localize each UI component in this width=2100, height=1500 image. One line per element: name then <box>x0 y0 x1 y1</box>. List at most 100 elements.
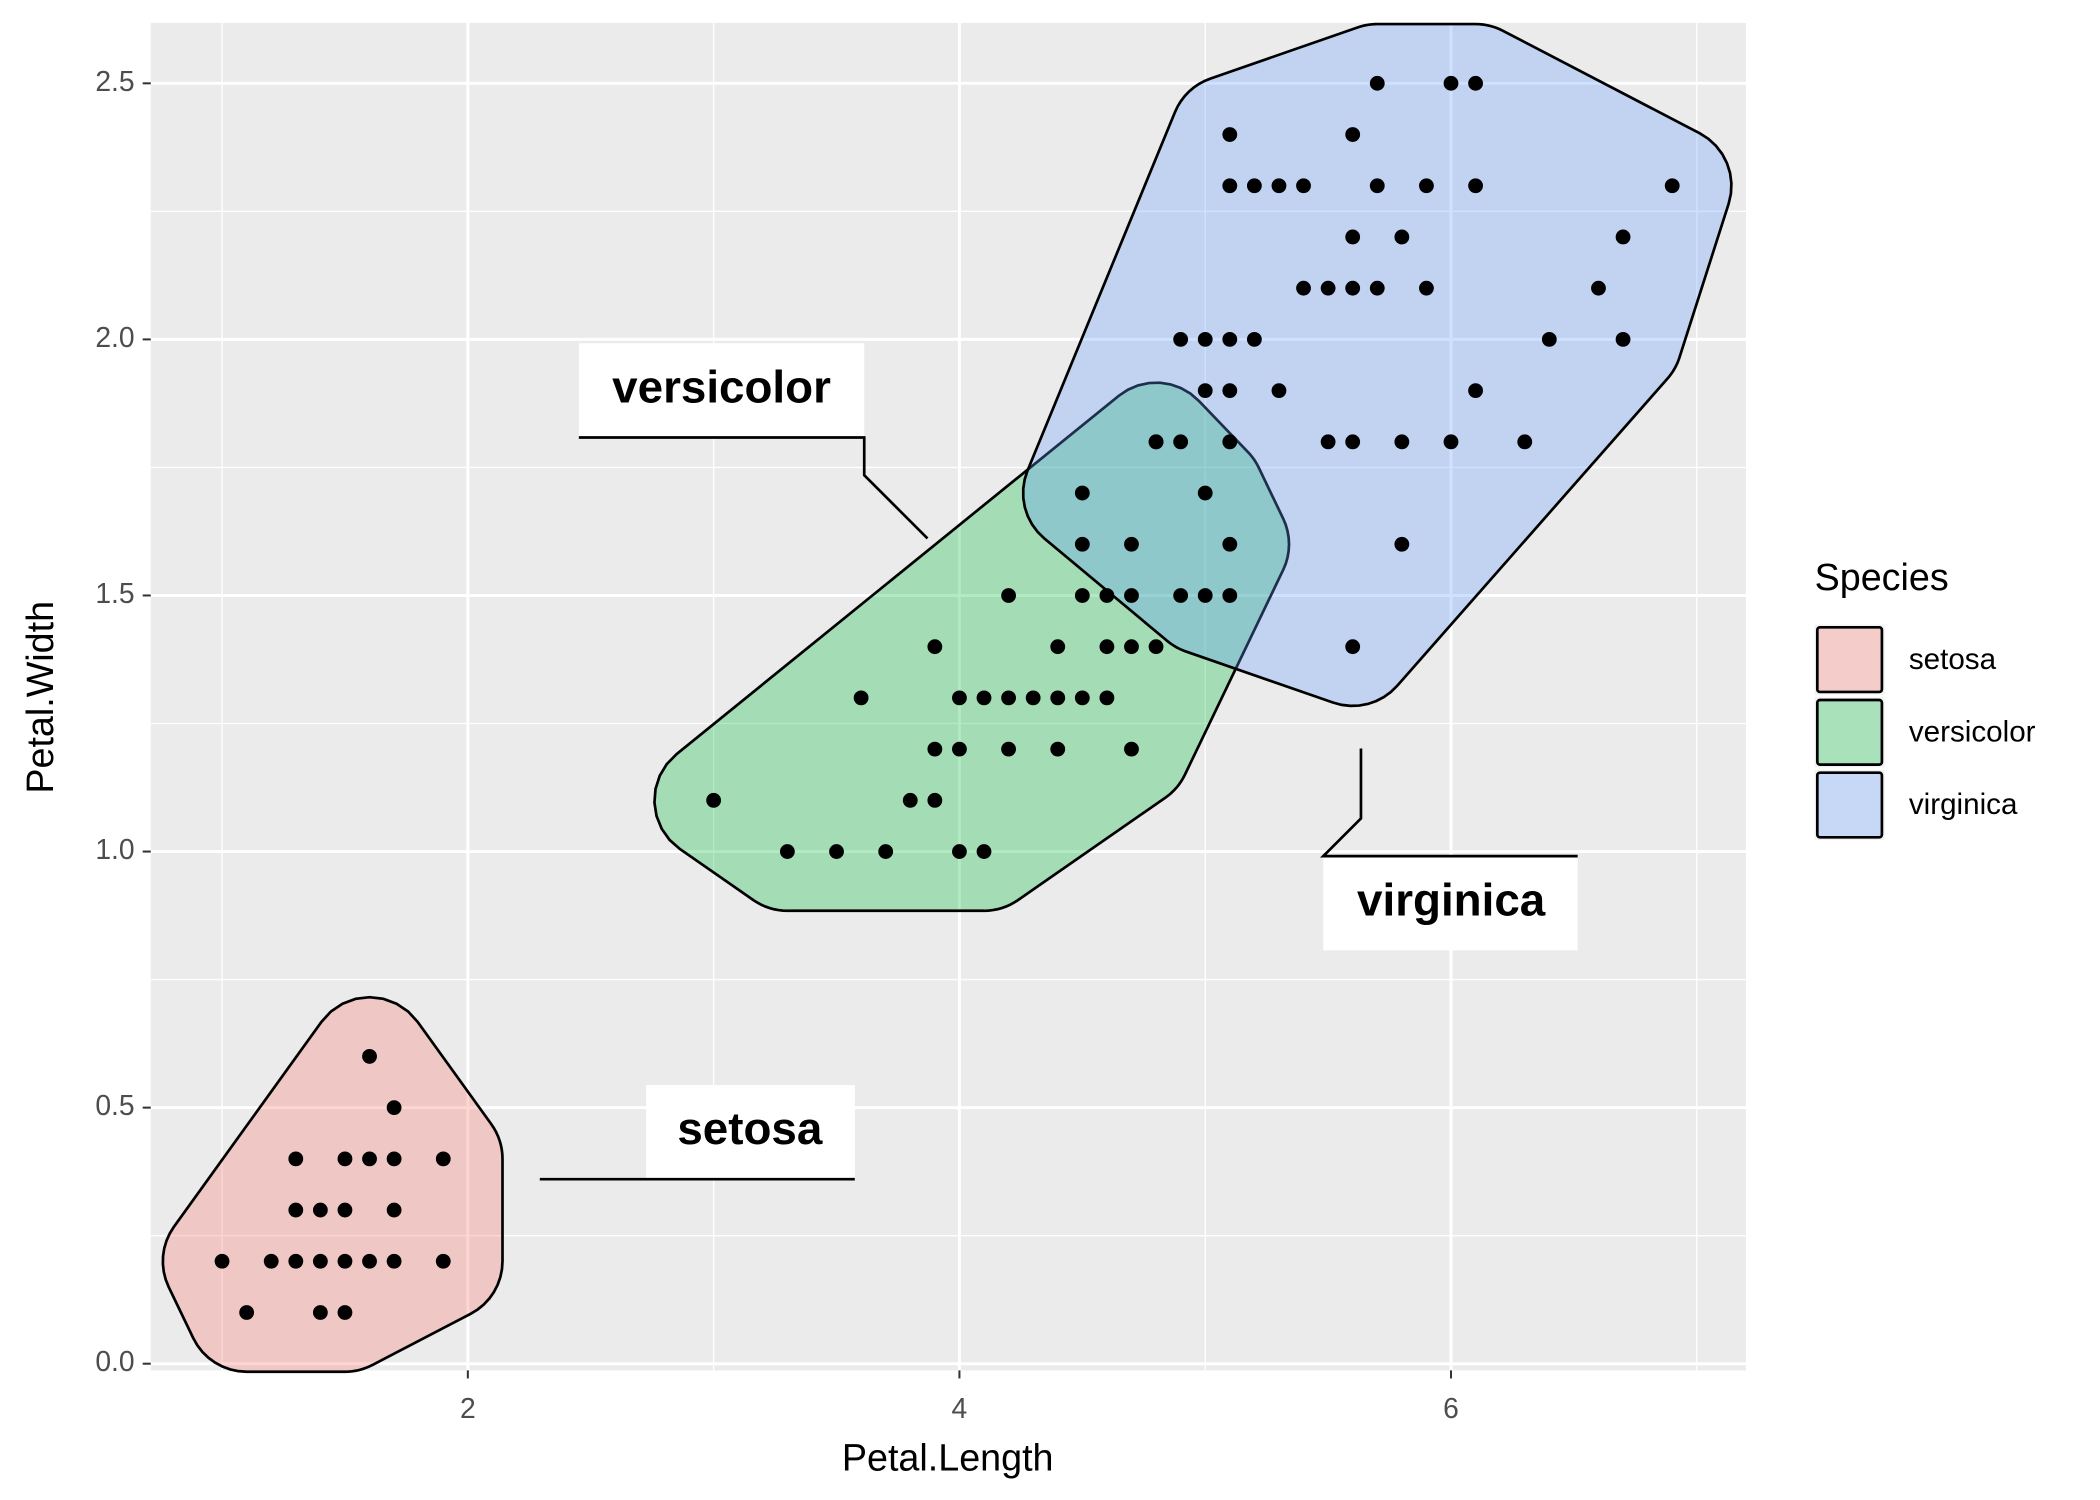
hull <box>161 995 504 1374</box>
point <box>263 1253 279 1269</box>
point <box>1222 127 1238 142</box>
point <box>1222 331 1238 347</box>
point <box>1369 75 1385 91</box>
point <box>976 690 992 706</box>
point <box>1099 690 1115 706</box>
point <box>435 1151 451 1167</box>
plot-panel <box>150 22 1746 1371</box>
point <box>1001 741 1016 757</box>
label-box <box>578 343 865 438</box>
annotation: versicolor <box>612 361 831 412</box>
point <box>312 1253 328 1269</box>
point <box>1615 229 1631 245</box>
hull <box>1021 22 1733 708</box>
point <box>1394 434 1410 450</box>
point <box>386 1151 402 1167</box>
point <box>1591 280 1606 296</box>
point <box>1197 588 1213 603</box>
point <box>1050 639 1066 655</box>
point <box>288 1202 304 1218</box>
point <box>239 1305 255 1320</box>
point <box>1074 690 1090 706</box>
point <box>386 1100 402 1116</box>
point <box>952 844 967 859</box>
point <box>435 1253 451 1269</box>
point <box>386 1202 402 1218</box>
point <box>1148 434 1164 450</box>
y-tick-label: 1.5 <box>95 577 134 609</box>
point <box>362 1253 377 1269</box>
point <box>1443 75 1459 91</box>
y-tick-label: 2.0 <box>95 321 134 353</box>
leader-line <box>578 436 929 540</box>
point <box>337 1202 353 1218</box>
point <box>976 844 992 859</box>
point <box>1517 434 1533 450</box>
annotation: setosa <box>677 1103 823 1154</box>
point <box>1443 434 1459 450</box>
point <box>779 844 795 859</box>
points <box>214 75 1680 1320</box>
y-tick-label: 0.5 <box>95 1089 134 1121</box>
legend-title: Species <box>1815 556 1949 598</box>
point <box>1222 536 1238 552</box>
point <box>337 1151 353 1167</box>
point <box>1296 178 1311 194</box>
point <box>1001 690 1016 706</box>
point <box>312 1202 328 1218</box>
annotation: virginica <box>1357 874 1546 925</box>
annotations: versicolor virginica setosa <box>539 343 1578 1181</box>
point <box>1222 178 1238 194</box>
x-tick-label: 6 <box>1443 1392 1459 1424</box>
ticks: 2 4 6 0.0 0.5 1.0 1.5 2.0 2.5 <box>95 65 1459 1424</box>
point <box>337 1305 353 1320</box>
point <box>214 1253 230 1269</box>
point <box>1197 485 1213 501</box>
y-tick-label: 1.0 <box>95 833 134 865</box>
point <box>1345 434 1361 450</box>
point <box>1345 639 1361 655</box>
point <box>362 1151 377 1167</box>
point <box>1615 331 1631 347</box>
leader-line <box>1320 748 1578 858</box>
label-box <box>1323 856 1578 951</box>
point <box>1001 588 1016 603</box>
point <box>1222 383 1238 399</box>
point <box>1074 588 1090 603</box>
point <box>952 690 967 706</box>
point <box>1074 485 1090 501</box>
point <box>1541 331 1557 347</box>
point <box>1468 178 1483 194</box>
point <box>1394 229 1410 245</box>
point <box>1124 741 1139 757</box>
point <box>1394 536 1410 552</box>
point <box>337 1253 353 1269</box>
point <box>1124 536 1139 552</box>
point <box>1099 639 1115 655</box>
legend-key-bg <box>1814 697 1885 768</box>
point <box>952 741 967 757</box>
x-tick-label: 2 <box>460 1392 476 1424</box>
point <box>1050 741 1066 757</box>
legend: setosa versicolor virginica <box>1814 624 2036 840</box>
point <box>1050 690 1066 706</box>
point <box>1345 229 1361 245</box>
hulls <box>161 22 1733 1374</box>
legend-key <box>1815 698 1884 766</box>
x-tick-label: 4 <box>952 1392 968 1424</box>
point <box>706 792 722 808</box>
y-axis-title: Petal.Width <box>19 601 61 794</box>
point <box>1345 127 1361 142</box>
point <box>1197 331 1213 347</box>
point <box>1320 280 1336 296</box>
point <box>1173 588 1189 603</box>
point <box>1173 331 1189 347</box>
point <box>1345 280 1361 296</box>
legend-key <box>1815 625 1884 694</box>
point <box>853 690 869 706</box>
point <box>1419 280 1434 296</box>
point <box>1074 536 1090 552</box>
point <box>288 1253 304 1269</box>
point <box>927 741 943 757</box>
point <box>1419 178 1434 194</box>
